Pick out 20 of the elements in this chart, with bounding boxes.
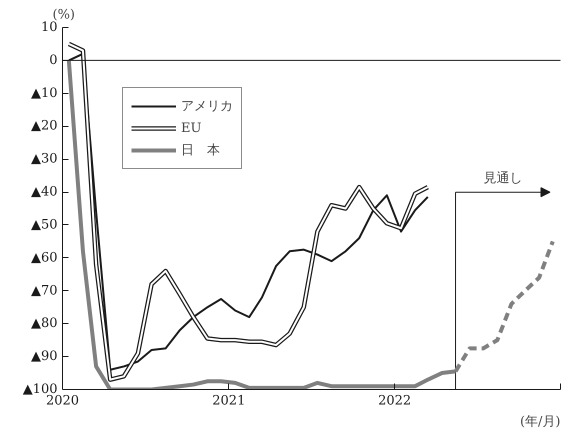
x-tick-label: 2021 — [212, 394, 246, 408]
y-axis-title: (%) — [52, 8, 75, 22]
legend-label: アメリカ — [181, 98, 233, 115]
x-tick-label: 2022 — [378, 394, 412, 408]
legend-label: EU — [181, 120, 202, 136]
y-tick-label: 10 — [40, 20, 58, 35]
x-tick-label: 2020 — [46, 394, 80, 408]
x-axis-title: (年/月) — [520, 414, 561, 430]
y-tick-label: ▲70 — [30, 283, 58, 298]
y-tick-label: ▲60 — [30, 250, 58, 266]
y-tick-label: ▲80 — [30, 316, 58, 332]
y-tick-label: ▲90 — [30, 349, 58, 364]
y-tick-label: 0 — [49, 52, 58, 68]
y-tick-label: ▲30 — [30, 152, 58, 167]
y-tick-label: ▲10 — [30, 86, 58, 101]
y-tick-label: ▲40 — [30, 184, 58, 200]
ref-line-label: 見通し — [483, 171, 522, 186]
y-tick-label: ▲20 — [30, 118, 58, 134]
legend-label: 日 本 — [181, 142, 220, 159]
y-tick-label: ▲50 — [30, 217, 58, 232]
